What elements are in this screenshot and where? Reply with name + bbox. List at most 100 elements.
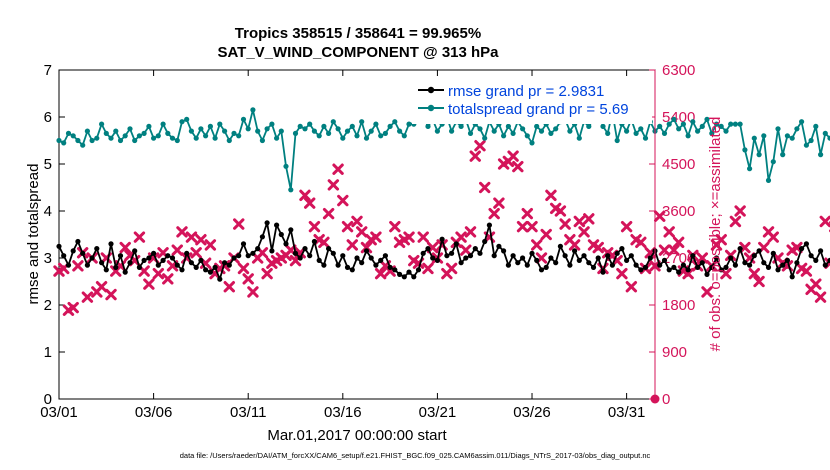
totalspread-point xyxy=(382,130,388,136)
totalspread-point xyxy=(269,121,275,127)
y-tick-label-left: 3 xyxy=(44,250,52,267)
rmse-point xyxy=(99,260,105,266)
obs-assimilated-marker xyxy=(195,234,207,246)
obs-assimilated-cross xyxy=(583,213,595,225)
obs-assimilated-marker xyxy=(559,218,571,230)
totalspread-point xyxy=(288,187,294,193)
rmse-point xyxy=(751,253,757,259)
obs-assimilated-cross xyxy=(171,244,183,256)
obs-assimilated-marker xyxy=(223,281,235,293)
rmse-point xyxy=(605,253,611,259)
totalspread-point xyxy=(122,133,128,139)
totalspread-point xyxy=(354,133,360,139)
rmse-point xyxy=(269,248,275,254)
totalspread-point xyxy=(501,133,507,139)
obs-assimilated-marker xyxy=(753,275,765,288)
series-layer xyxy=(53,107,830,404)
obs-assimilated-marker xyxy=(701,286,713,298)
obs-assimilated-marker xyxy=(422,262,434,275)
obs-assimilated-cross xyxy=(554,205,567,217)
rmse-point xyxy=(354,255,360,261)
rmse-point xyxy=(222,260,228,266)
obs-assimilated-marker xyxy=(308,220,321,233)
obs-assimilated-marker xyxy=(668,244,680,256)
totalspread-point xyxy=(808,137,814,144)
rmse-point xyxy=(302,246,308,252)
totalspread-point xyxy=(671,116,677,122)
rmse-point xyxy=(600,269,606,275)
totalspread-point xyxy=(94,135,100,141)
rmse-point xyxy=(661,257,668,263)
obs-assimilated-marker xyxy=(105,288,117,301)
rmse-point xyxy=(80,250,86,256)
rmse-point xyxy=(510,253,516,259)
rmse-point xyxy=(373,262,379,268)
obs-assimilated-cross xyxy=(176,226,188,238)
totalspread-point xyxy=(165,130,171,136)
totalspread-point xyxy=(283,163,289,169)
rmse-point xyxy=(690,253,696,259)
totalspread-point xyxy=(363,135,370,141)
totalspread-point xyxy=(155,133,161,139)
rmse-point xyxy=(349,267,355,273)
obs-assimilated-marker xyxy=(616,267,628,280)
obs-assimilated-cross xyxy=(223,281,235,293)
obs-assimilated-marker xyxy=(261,267,273,280)
totalspread-point xyxy=(240,116,247,122)
rmse-point xyxy=(311,238,317,245)
obs-assimilated-cross xyxy=(445,262,458,275)
totalspread-point xyxy=(567,128,573,134)
obs-assimilated-marker xyxy=(143,278,155,290)
obs-assimilated-cross xyxy=(493,197,505,209)
obs-assimilated-marker xyxy=(479,181,491,194)
rmse-point xyxy=(359,260,365,266)
rmse-point xyxy=(288,227,294,233)
rmse-point xyxy=(676,269,682,275)
obs-assimilated-cross xyxy=(242,273,254,285)
obs-assimilated-cross xyxy=(701,286,713,298)
obs-assimilated-marker xyxy=(346,239,358,251)
obs-assimilated-cross xyxy=(800,265,813,277)
rmse-point xyxy=(259,234,265,240)
x-tick-label: 03/31 xyxy=(608,404,646,421)
obs-assimilated-cross xyxy=(682,267,694,280)
rmse-point xyxy=(415,267,422,273)
y-tick-label-left: 4 xyxy=(44,203,52,220)
legend-box xyxy=(412,78,652,124)
obs-assimilated-cross xyxy=(545,189,557,202)
rmse-point xyxy=(449,250,455,256)
obs-assimilated-marker xyxy=(672,236,685,249)
rmse-point xyxy=(113,264,119,270)
rmse-point xyxy=(572,248,578,254)
totalspread-point xyxy=(231,130,237,136)
totalspread-point xyxy=(226,137,232,144)
obs-assimilated-marker xyxy=(95,281,108,293)
rmse-point xyxy=(122,269,128,275)
totalspread-point xyxy=(103,130,109,136)
rmse-point xyxy=(803,241,810,247)
data-file-footnote: data file: /Users/raeder/DAI/ATM_forcXX/… xyxy=(180,451,651,460)
rmse-point xyxy=(548,255,554,261)
obs-assimilated-marker xyxy=(682,267,694,280)
obs-assimilated-cross xyxy=(322,207,335,220)
rmse-point xyxy=(174,262,180,268)
totalspread-point xyxy=(274,135,280,141)
rmse-point xyxy=(581,253,587,259)
obs-assimilated-marker xyxy=(242,273,254,285)
totalspread-point xyxy=(259,137,265,144)
rmse-point xyxy=(274,222,280,228)
rmse-point xyxy=(368,255,374,261)
obs-assimilated-marker xyxy=(370,231,382,243)
rmse-point xyxy=(70,248,76,254)
obs-assimilated-marker xyxy=(464,226,477,238)
obs-assimilated-marker xyxy=(204,239,217,251)
rmse-point xyxy=(75,238,81,245)
rmse-point xyxy=(169,255,176,261)
rmse-point xyxy=(387,264,393,270)
rmse-point xyxy=(467,253,474,259)
totalspread-point xyxy=(326,130,332,136)
totalspread-point xyxy=(174,137,180,144)
y-tick-label-right: 1800 xyxy=(662,297,695,314)
obs-assimilated-cross xyxy=(233,218,245,230)
ticks-layer: 03/01 03/06 03/11 03/16 03/21 03/26 03/31 0 1 2 3 4… xyxy=(40,62,695,421)
